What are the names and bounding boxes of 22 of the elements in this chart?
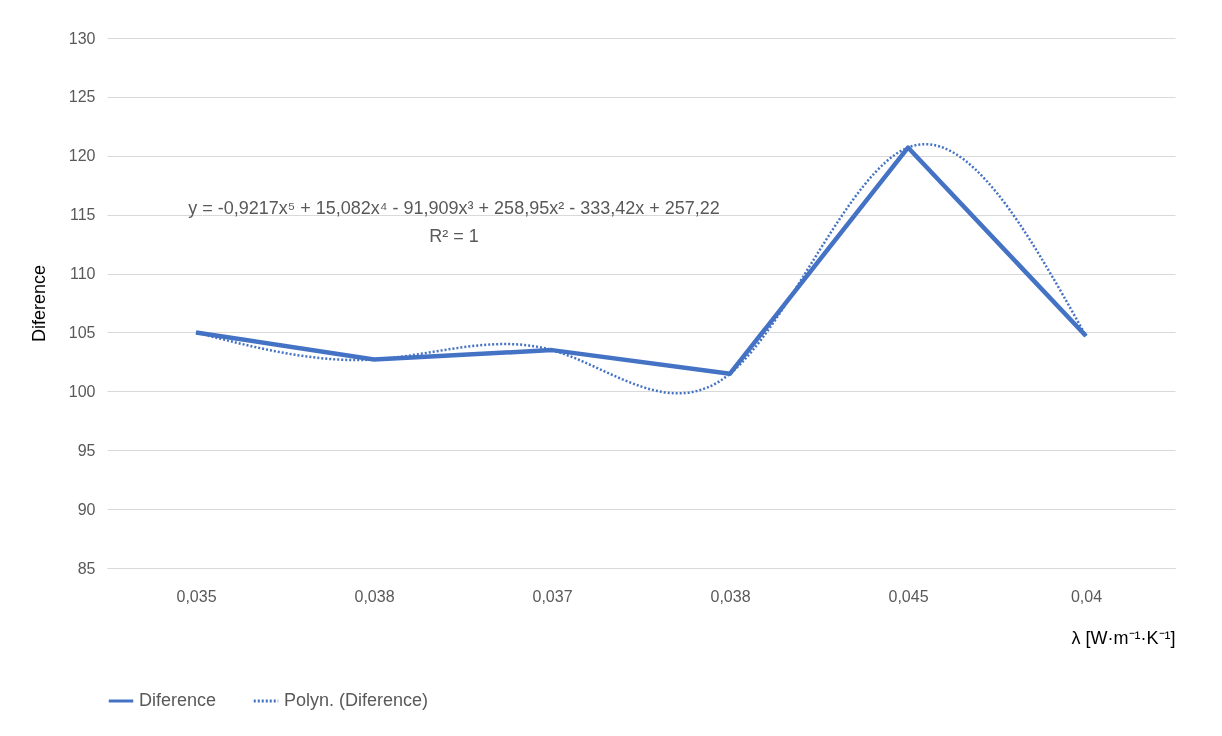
x-tick-label: 0,037 [532, 587, 573, 605]
y-tick-label: 130 [68, 29, 96, 47]
y-tick-label: 95 [77, 441, 96, 459]
x-tick-label: 0,038 [710, 587, 751, 605]
x-axis-title: λ [W·m⁻¹·K⁻¹] [1071, 627, 1176, 648]
y-tick-label: 110 [69, 265, 96, 283]
y-tick-label: 120 [68, 147, 96, 165]
annotation: y = -0,9217x⁵ + 15,082x⁴ - 91,909x³ + 258,95x² - 333,42x + 257,22 [188, 198, 720, 218]
y-tick-label: 100 [68, 382, 96, 400]
legend-label: Diference [139, 690, 217, 710]
y-tick-label: 105 [68, 323, 96, 341]
legend-label: Polyn. (Diference) [284, 690, 429, 710]
y-axis-title: Diference [28, 264, 49, 343]
x-tick-label: 0,038 [354, 587, 395, 605]
y-tick-label: 90 [77, 500, 96, 518]
annotation: R² = 1 [429, 226, 479, 246]
x-tick-label: 0,045 [888, 587, 929, 605]
x-tick-label: 0,04 [1070, 587, 1103, 605]
y-tick-label: 125 [68, 88, 96, 106]
x-tick-label: 0,035 [176, 587, 217, 605]
y-tick-label: 115 [69, 206, 96, 224]
y-tick-label: 85 [77, 559, 96, 577]
